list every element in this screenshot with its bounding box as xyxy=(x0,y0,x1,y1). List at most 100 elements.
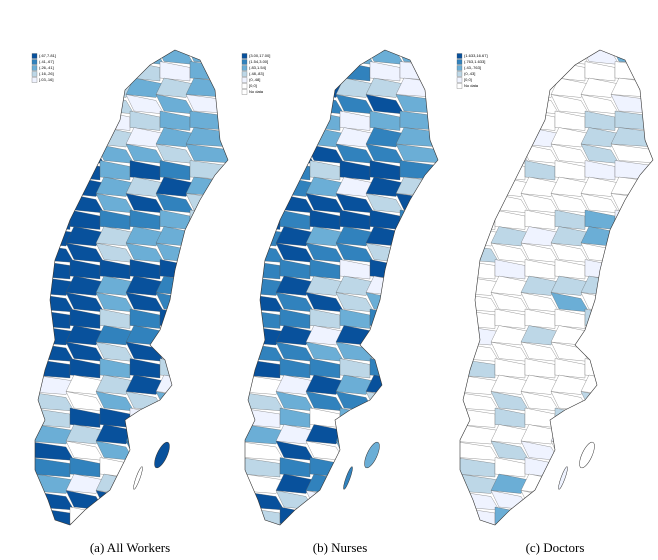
legend-label: [.03,.16] xyxy=(39,77,53,82)
region xyxy=(245,506,281,525)
region xyxy=(395,325,438,346)
region xyxy=(339,110,371,131)
region xyxy=(339,407,371,428)
region xyxy=(490,374,530,395)
region xyxy=(610,193,653,214)
region xyxy=(339,308,371,329)
region xyxy=(610,523,653,525)
region xyxy=(369,110,401,131)
region xyxy=(69,259,101,280)
region xyxy=(395,275,438,296)
region xyxy=(65,77,105,98)
region xyxy=(129,308,161,329)
region xyxy=(245,143,285,164)
region xyxy=(35,341,75,362)
region xyxy=(369,308,401,329)
region xyxy=(335,473,375,494)
region xyxy=(550,424,590,445)
legend-swatch xyxy=(241,65,248,71)
region xyxy=(460,407,496,428)
region xyxy=(309,110,341,131)
region xyxy=(490,473,530,494)
legend-swatch xyxy=(241,71,248,77)
region xyxy=(554,209,586,230)
region xyxy=(365,77,405,98)
legend-label: No data xyxy=(249,89,264,94)
region xyxy=(279,160,311,181)
legend-label: (.763,1.633] xyxy=(464,59,485,64)
region xyxy=(125,77,165,98)
legend-label: No data xyxy=(464,83,479,88)
region xyxy=(339,506,371,525)
region xyxy=(580,176,620,197)
region xyxy=(550,490,590,511)
region xyxy=(245,176,285,197)
region xyxy=(69,160,101,181)
region xyxy=(35,160,71,181)
region xyxy=(554,160,586,181)
region xyxy=(610,341,653,362)
region xyxy=(580,127,620,148)
region xyxy=(185,424,228,445)
region xyxy=(65,325,105,346)
region xyxy=(65,50,105,65)
region xyxy=(610,94,653,115)
region xyxy=(554,308,586,329)
region xyxy=(399,506,438,525)
region xyxy=(395,490,438,511)
region xyxy=(185,193,228,214)
legend-label: (.16,.26] xyxy=(39,71,54,76)
region xyxy=(125,50,165,65)
region xyxy=(395,226,438,247)
region xyxy=(490,50,530,65)
region xyxy=(395,391,438,412)
region xyxy=(185,440,228,461)
region xyxy=(159,308,191,329)
region xyxy=(584,160,616,181)
region xyxy=(610,143,653,164)
region xyxy=(245,160,281,181)
region xyxy=(189,110,228,131)
region xyxy=(490,424,530,445)
region xyxy=(460,242,500,263)
region xyxy=(275,523,315,525)
region xyxy=(95,226,135,247)
region xyxy=(305,424,345,445)
region xyxy=(610,490,653,511)
region xyxy=(399,358,438,379)
region xyxy=(35,490,75,511)
region xyxy=(155,77,195,98)
region xyxy=(554,110,586,131)
region xyxy=(369,506,401,525)
region xyxy=(395,424,438,445)
region xyxy=(584,110,616,131)
region xyxy=(305,226,345,247)
region xyxy=(494,407,526,428)
region xyxy=(335,275,375,296)
region xyxy=(399,457,438,478)
region xyxy=(365,226,405,247)
region xyxy=(129,506,161,525)
region xyxy=(245,407,281,428)
region xyxy=(365,490,405,511)
region xyxy=(309,160,341,181)
region xyxy=(129,358,161,379)
region xyxy=(189,259,228,280)
region xyxy=(614,457,653,478)
legend-swatch xyxy=(456,83,463,89)
region xyxy=(275,127,315,148)
region xyxy=(490,523,530,525)
region xyxy=(614,209,653,230)
region xyxy=(35,110,71,131)
region xyxy=(460,143,500,164)
region xyxy=(524,160,556,181)
region xyxy=(309,259,341,280)
regions xyxy=(460,50,653,525)
region xyxy=(614,160,653,181)
region xyxy=(365,325,405,346)
region xyxy=(185,226,228,247)
region xyxy=(35,259,71,280)
region xyxy=(610,440,653,461)
map-panel: (3.00,17.00](1.54,3.00](.83,1.54](.48,.8… xyxy=(241,49,439,555)
legend-label: (1.633,16.67] xyxy=(464,53,488,58)
